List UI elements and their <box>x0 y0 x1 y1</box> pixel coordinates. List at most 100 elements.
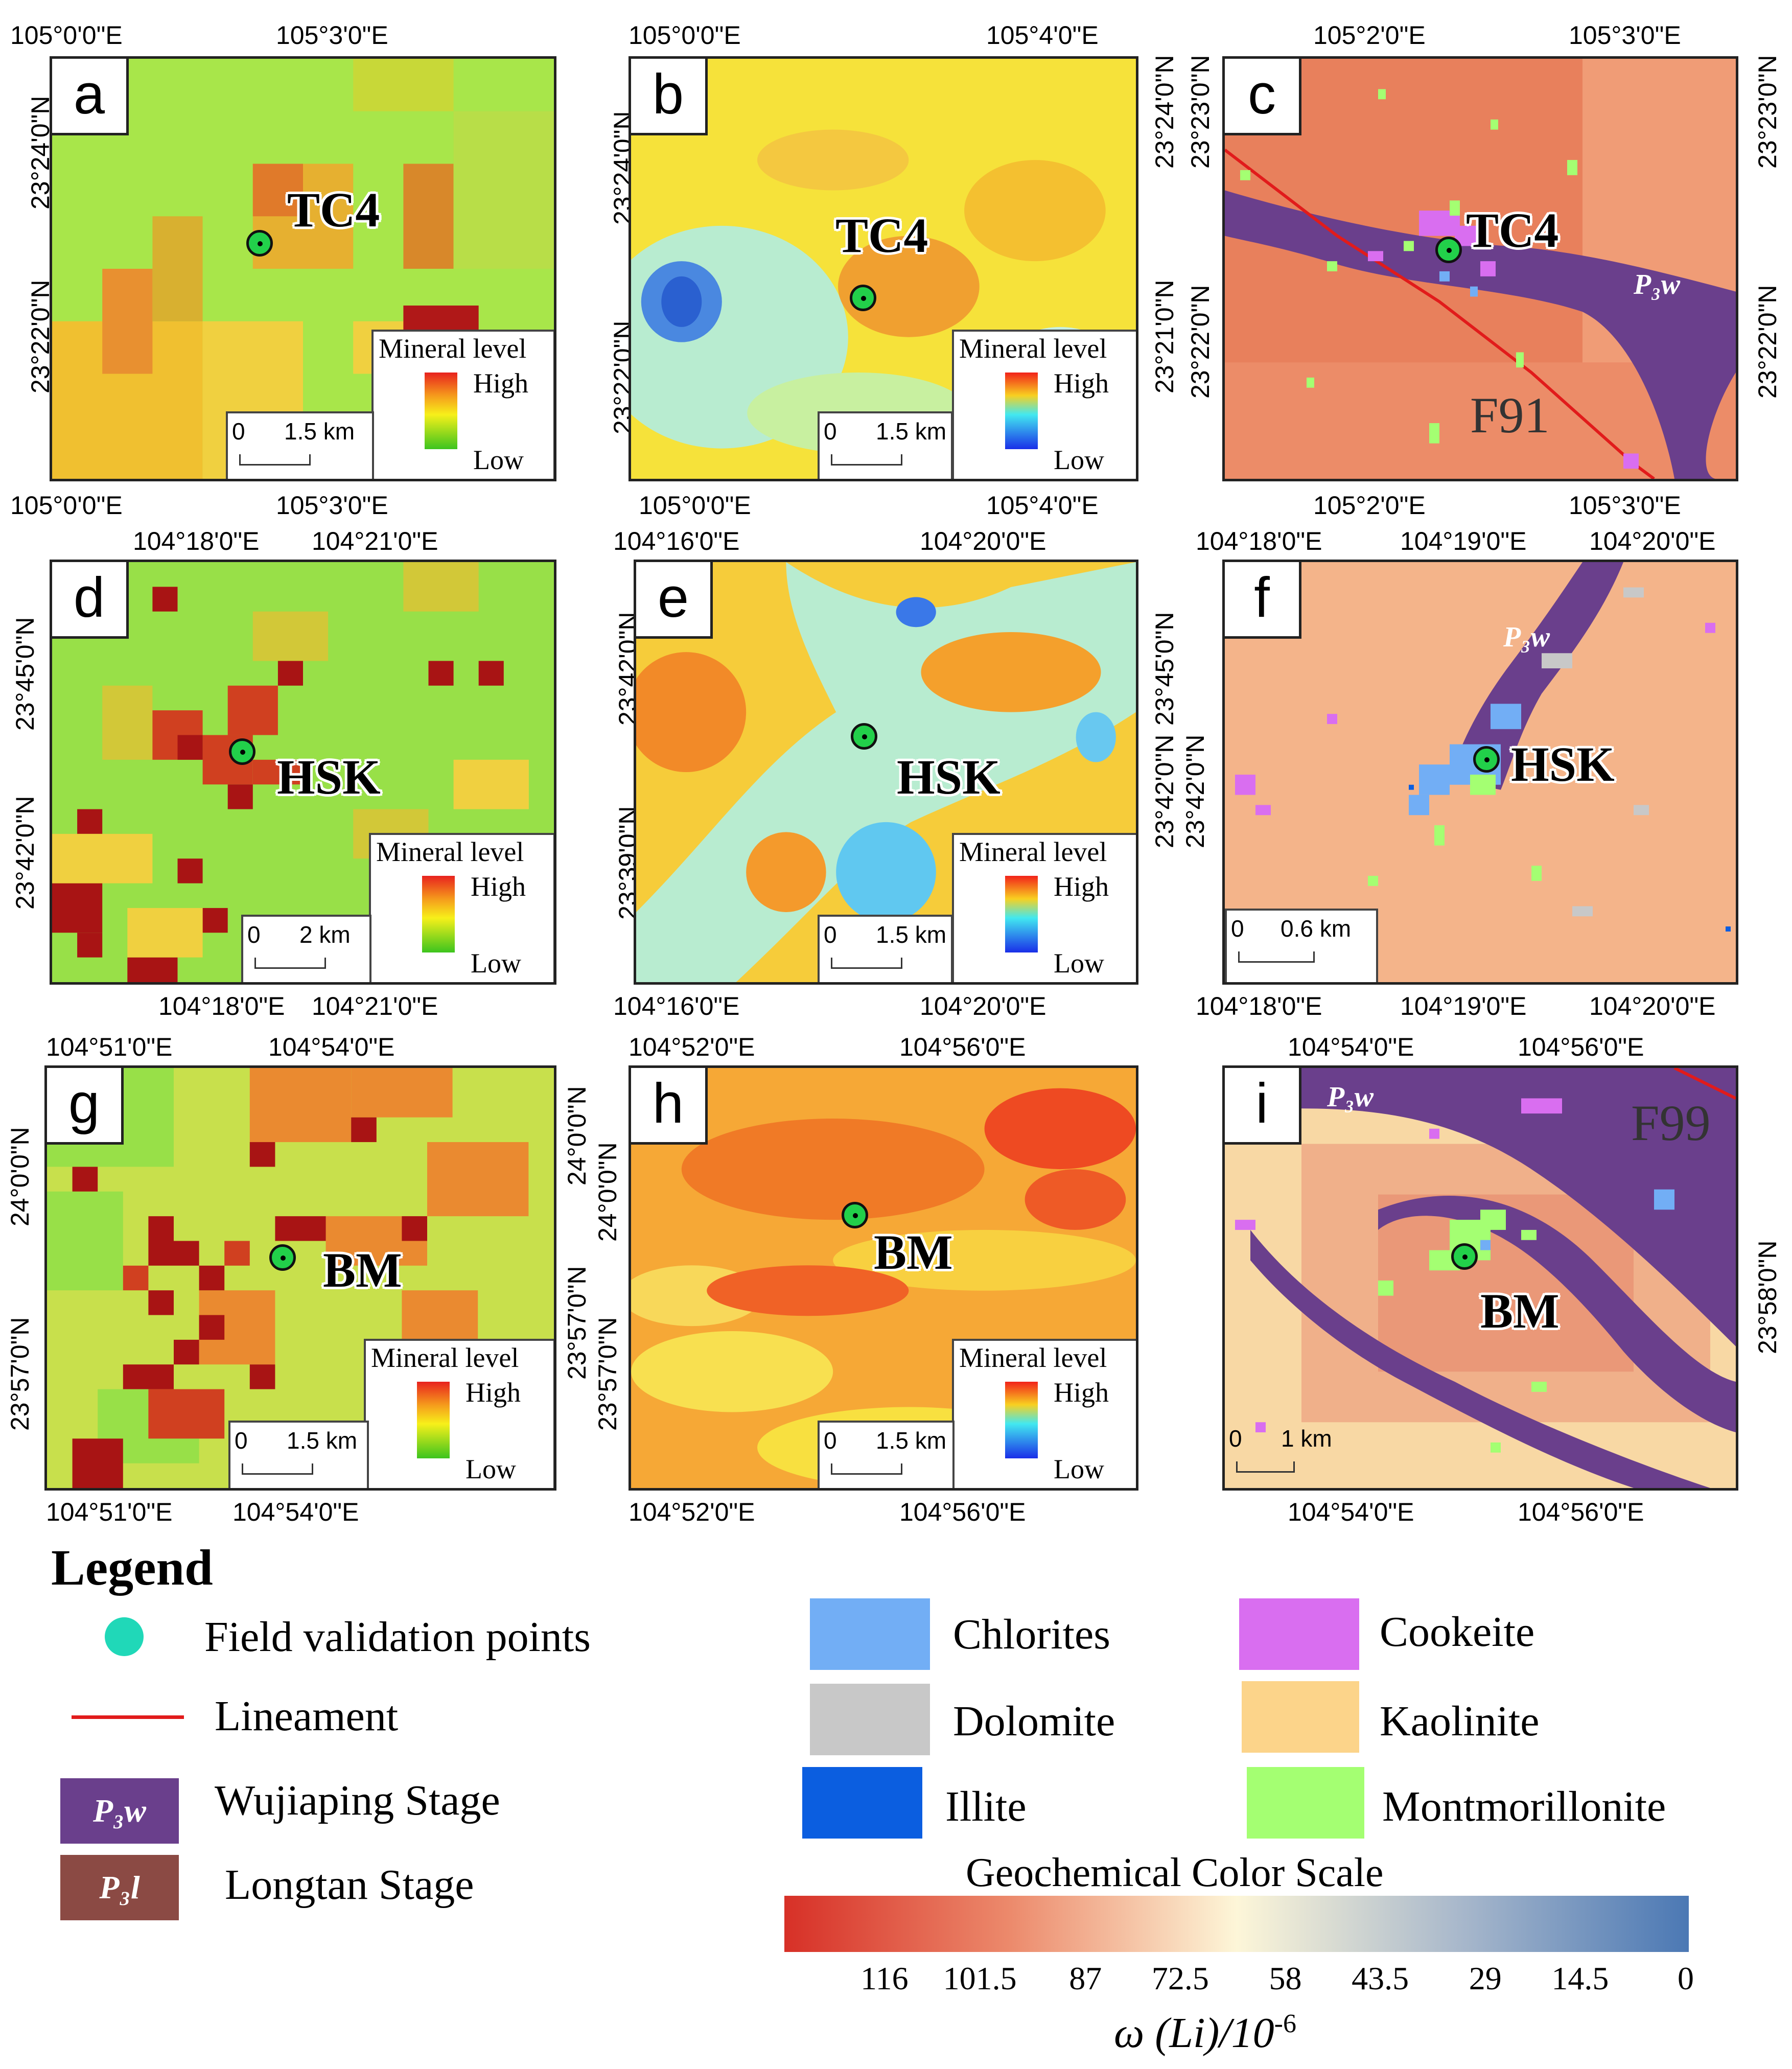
right-coord: 23°22'0"N <box>1753 285 1782 399</box>
site-label: HSK <box>897 750 1000 804</box>
bottom-coord: 104°54'0"E <box>1288 1498 1414 1526</box>
geochem-raster-c <box>1225 59 1736 479</box>
illite-label: Illite <box>945 1783 1027 1830</box>
right-coord: 23°42'0"N <box>1150 734 1179 848</box>
high-label: High <box>1054 368 1109 399</box>
mineral-level-bar <box>422 876 455 952</box>
site-label: HSK <box>1511 737 1615 792</box>
low-label: Low <box>1054 445 1104 475</box>
scale-distance: 1.5 km <box>284 418 355 445</box>
mineral-raster-b <box>631 59 1136 479</box>
left-coord: 23°42'0"N <box>11 796 39 910</box>
low-label: Low <box>1054 948 1104 979</box>
low-label: Low <box>1054 1454 1104 1484</box>
scale-bar: 0 1.5 km <box>228 1421 369 1488</box>
scale-zero: 0 <box>235 1427 248 1454</box>
scale-bar: 0 1.5 km <box>226 411 374 479</box>
right-coord: 23°57'0"N <box>563 1266 591 1380</box>
scale-distance: 1.5 km <box>876 1427 947 1454</box>
longtan-swatch: P₃l <box>60 1855 179 1920</box>
mineral-level-bar <box>1005 373 1038 449</box>
mineral-level-title: Mineral level <box>376 836 524 867</box>
right-coord: 24°0'0"N <box>563 1086 591 1185</box>
mineral-map-b: b TC4 Mineral level High Low 0 1.5 km <box>629 56 1138 481</box>
site-label: BM <box>323 1243 402 1297</box>
panel-letter: g <box>47 1068 124 1145</box>
bottom-coord: 105°2'0"E <box>1313 491 1426 520</box>
top-coord: 104°52'0"E <box>629 1033 755 1061</box>
mineral-level-bar <box>1005 1382 1038 1458</box>
mineral-level-title: Mineral level <box>959 1342 1107 1373</box>
chlorites-label: Chlorites <box>953 1611 1110 1658</box>
top-coord: 104°18'0"E <box>1196 527 1322 555</box>
illite-swatch <box>802 1767 922 1839</box>
scale-distance: 1.5 km <box>287 1427 358 1454</box>
kaolinite-swatch <box>1242 1681 1359 1753</box>
field-validation-point <box>1435 237 1462 263</box>
mineral-level-legend: Mineral level High Low <box>952 330 1136 479</box>
chlorites-swatch <box>810 1598 930 1670</box>
scale-bar: 0 2 km <box>241 915 371 982</box>
scale-bar: 0 1 km <box>1225 1421 1368 1488</box>
top-coord: 105°4'0"E <box>986 21 1099 50</box>
high-label: High <box>466 1377 521 1408</box>
longtan-label: Longtan Stage <box>225 1861 474 1909</box>
mineral-level-bar <box>1005 876 1038 952</box>
left-coord: 23°45'0"N <box>11 617 39 731</box>
scale-line <box>831 454 902 466</box>
field-validation-point <box>851 723 877 750</box>
bottom-coord: 104°51'0"E <box>46 1498 173 1526</box>
wujiaping-label: Wujiaping Stage <box>215 1777 500 1824</box>
dolomite-label: Dolomite <box>953 1698 1115 1745</box>
scale-bar: 0 1.5 km <box>818 1421 955 1488</box>
left-coord: 24°0'0"N <box>6 1127 34 1226</box>
top-coord: 105°0'0"E <box>10 21 123 50</box>
mineral-level-title: Mineral level <box>959 836 1107 867</box>
color-scale-tick: 0 <box>1678 1960 1694 1996</box>
lineament-label: Lineament <box>215 1692 399 1740</box>
bottom-coord: 105°0'0"E <box>639 491 751 520</box>
top-coord: 104°16'0"E <box>613 527 740 555</box>
axis-label-text: ω (Li)/10 <box>1114 2009 1274 2057</box>
bottom-coord: 104°19'0"E <box>1400 992 1527 1020</box>
color-scale-axis-label: ω (Li)/10-6 <box>1114 2008 1296 2058</box>
geochem-raster-i <box>1225 1068 1736 1488</box>
field-validation-point <box>842 1202 868 1228</box>
top-coord: 104°19'0"E <box>1400 527 1527 555</box>
field-validation-point <box>1451 1243 1478 1270</box>
mineral-map-g: g BM Mineral level High Low 0 1.5 km <box>44 1065 556 1491</box>
field-validation-point <box>269 1244 296 1271</box>
color-scale-tick: 101.5 <box>943 1960 1017 1996</box>
bottom-coord: 104°21'0"E <box>312 992 438 1020</box>
scale-line <box>254 958 326 969</box>
bottom-coord: 104°52'0"E <box>629 1498 755 1526</box>
field-point-swatch <box>105 1617 144 1656</box>
panel-letter: f <box>1225 562 1301 639</box>
bottom-coord: 104°16'0"E <box>613 992 740 1020</box>
mineral-level-legend: Mineral level High Low <box>371 330 554 479</box>
geo-unit-label: P₃w <box>1503 621 1550 653</box>
lineament-swatch <box>72 1715 184 1719</box>
geochem-map-c: c TC4 P₃w F91 <box>1222 56 1738 481</box>
scale-line <box>242 1463 313 1475</box>
field-validation-point <box>850 285 876 311</box>
bottom-coord: 104°54'0"E <box>232 1498 359 1526</box>
site-label: TC4 <box>287 182 380 237</box>
site-label: BM <box>874 1225 953 1280</box>
bottom-coord: 104°56'0"E <box>1518 1498 1644 1526</box>
right-coord: 23°21'0"N <box>1150 280 1179 393</box>
scale-line <box>1236 1461 1295 1473</box>
color-scale-tick: 43.5 <box>1352 1960 1409 1996</box>
color-scale-tick: 72.5 <box>1151 1960 1209 1996</box>
bottom-coord: 104°20'0"E <box>920 992 1046 1020</box>
color-scale-title: Geochemical Color Scale <box>966 1850 1384 1895</box>
scale-zero: 0 <box>824 921 837 948</box>
wujiaping-swatch: P₃w <box>60 1778 179 1844</box>
top-coord: 105°3'0"E <box>276 21 388 50</box>
site-label: HSK <box>277 750 381 804</box>
top-coord: 104°54'0"E <box>1288 1033 1414 1061</box>
geochem-map-f: f HSK P₃w 0 0.6 km <box>1222 560 1738 985</box>
scale-line <box>239 454 311 466</box>
montmorillonite-swatch <box>1247 1767 1364 1839</box>
color-scale-tick: 87 <box>1069 1960 1102 1996</box>
